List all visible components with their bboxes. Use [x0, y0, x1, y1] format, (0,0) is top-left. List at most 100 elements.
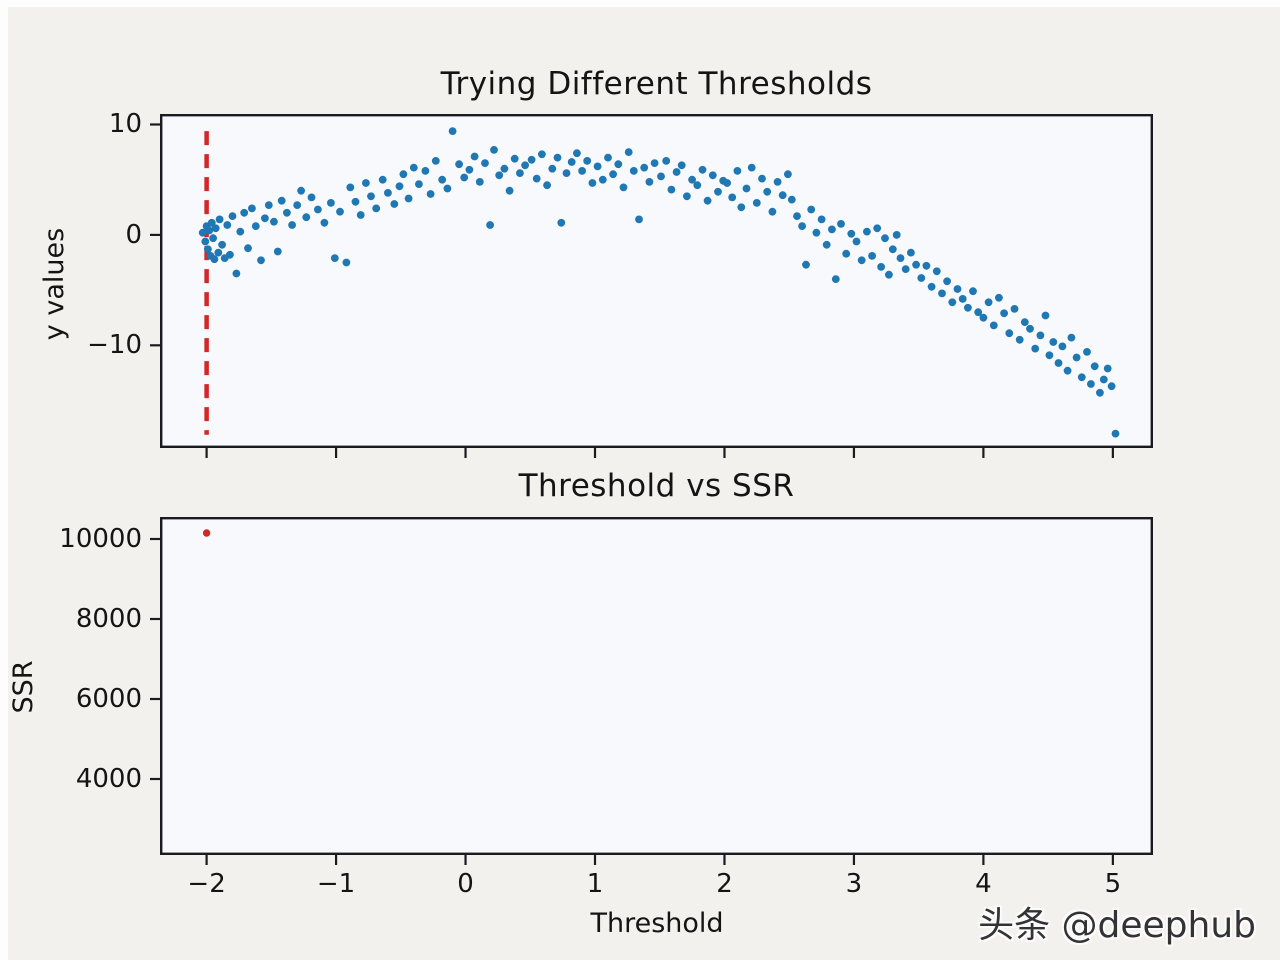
scatter-point [922, 261, 931, 270]
scatter-point [728, 193, 737, 202]
scatter-point [240, 208, 249, 217]
scatter-point [831, 275, 840, 283]
scatter-point [404, 194, 413, 203]
scatter-point [677, 161, 686, 170]
scatter-point [1041, 311, 1050, 320]
scatter-point [974, 308, 983, 317]
scatter-point [901, 265, 910, 273]
bottom-chart-title: Threshold vs SSR [518, 468, 795, 504]
y-tick-label: 8000 [75, 604, 142, 634]
scatter-point [214, 248, 223, 257]
scatter-point [793, 212, 801, 220]
scatter-point [277, 196, 286, 205]
scatter-point [787, 195, 796, 204]
top-chart-y-axis-label: y values [39, 227, 70, 341]
scatter-point [330, 254, 339, 262]
scatter-point [460, 173, 469, 182]
scatter-point [538, 150, 546, 159]
scatter-point [857, 256, 866, 265]
scatter-point [714, 187, 722, 196]
scatter-point [198, 228, 207, 237]
scatter-point [248, 204, 256, 213]
scatter-point [693, 181, 702, 190]
scatter-point [1096, 388, 1104, 397]
scatter-point [1036, 331, 1045, 340]
scatter-point [953, 285, 962, 293]
scatter-point [969, 287, 977, 296]
scatter-point [737, 203, 746, 212]
scatter-point [567, 158, 576, 166]
scatter-point [236, 227, 245, 236]
scatter-point [1107, 382, 1116, 391]
chart-canvas [150, 517, 1153, 865]
scatter-point [907, 248, 915, 257]
scatter-point [822, 240, 831, 249]
scatter-point [798, 222, 806, 230]
scatter-point [395, 182, 404, 191]
scatter-point [356, 211, 365, 219]
scatter-point [852, 237, 861, 246]
scatter-point [742, 184, 751, 193]
top-edge-strip [0, 0, 1280, 7]
scatter-point [958, 295, 967, 303]
scatter-point [588, 179, 597, 187]
scatter-point [812, 228, 821, 237]
x-tick-label: 4 [975, 869, 992, 899]
scatter-point [204, 245, 212, 254]
scatter-point [384, 189, 392, 197]
scatter-point [516, 169, 524, 177]
scatter-point [548, 164, 557, 173]
scatter-point [1020, 318, 1029, 326]
scatter-point [629, 167, 638, 175]
scatter-point [209, 234, 217, 243]
scatter-point [802, 260, 810, 269]
scatter-point [307, 193, 316, 202]
scatter-point [1067, 333, 1076, 342]
scatter-point [490, 146, 498, 154]
scatter-point [837, 220, 845, 228]
scatter-point [201, 237, 210, 246]
scatter-point [912, 260, 920, 269]
scatter-point [543, 181, 551, 190]
scatter-point [443, 184, 452, 193]
scatter-point [989, 321, 998, 330]
scatter-point [1000, 309, 1008, 318]
scatter-point [747, 163, 756, 172]
scatter-point [264, 201, 273, 209]
scatter-point [470, 152, 479, 161]
scatter-point [342, 258, 351, 267]
scatter-point [881, 234, 889, 243]
left-edge-strip [0, 0, 8, 960]
scatter-point [1031, 344, 1040, 353]
scatter-point [293, 201, 302, 209]
scatter-point [828, 225, 836, 234]
scatter-point [297, 186, 305, 195]
scatter-point [1063, 366, 1072, 375]
scatter-point [327, 199, 335, 207]
top-chart-title: Trying Different Thresholds [440, 66, 873, 102]
scatter-point [218, 240, 226, 249]
chart-canvas [150, 114, 1153, 458]
scatter-point [211, 224, 220, 233]
scatter-point [351, 197, 360, 206]
scatter-point [888, 245, 897, 254]
scatter-point [448, 127, 457, 135]
scatter-point [421, 167, 430, 175]
x-tick-label: −2 [187, 869, 226, 899]
scatter-point [521, 161, 529, 170]
scatter-point [698, 165, 707, 174]
scatter-point [228, 212, 237, 220]
scatter-point [261, 214, 269, 223]
scatter-point [877, 263, 885, 271]
scatter-point [372, 204, 381, 213]
scatter-point [995, 293, 1003, 302]
scatter-point [773, 178, 782, 186]
scatter-point [1099, 375, 1108, 384]
scatter-point [455, 160, 463, 169]
scatter-point [553, 153, 562, 162]
scatter-point [984, 298, 993, 307]
scatter-point [346, 183, 355, 192]
scatter-point [927, 282, 936, 291]
scatter-point [1058, 342, 1067, 351]
